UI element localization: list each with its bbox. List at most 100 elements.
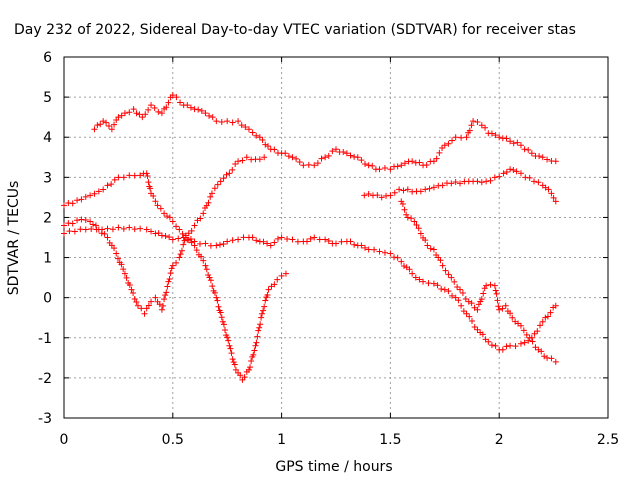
- data-point: [191, 242, 198, 249]
- data-point: [108, 181, 115, 188]
- data-point: [261, 154, 268, 161]
- data-point: [218, 314, 225, 321]
- data-point: [271, 281, 278, 288]
- data-point: [95, 188, 102, 195]
- data-point: [253, 237, 260, 244]
- data-point: [77, 226, 84, 233]
- data-point: [165, 278, 172, 285]
- data-point: [539, 154, 546, 161]
- y-tick-label: 4: [43, 130, 52, 146]
- data-point: [128, 286, 135, 293]
- data-point: [433, 155, 440, 162]
- data-point: [457, 180, 464, 187]
- data-point: [232, 160, 239, 167]
- data-point: [145, 302, 152, 309]
- data-point: [208, 190, 215, 197]
- data-point: [154, 202, 161, 209]
- data-point: [82, 216, 89, 223]
- data-point: [165, 99, 172, 106]
- data-point: [369, 162, 376, 169]
- data-point: [338, 238, 345, 245]
- data-point: [103, 119, 110, 126]
- data-point: [471, 323, 478, 330]
- data-point: [457, 286, 464, 293]
- data-point: [528, 150, 535, 157]
- data-point: [218, 119, 225, 126]
- data-point: [478, 122, 485, 129]
- data-point: [265, 286, 272, 293]
- data-point: [468, 300, 475, 307]
- data-point: [548, 190, 555, 197]
- data-point: [167, 270, 174, 277]
- data-point: [398, 258, 405, 265]
- data-point: [521, 339, 528, 346]
- series-sat-b: [61, 224, 559, 353]
- data-point: [200, 257, 207, 264]
- data-point: [111, 176, 118, 183]
- data-point: [358, 157, 365, 164]
- data-point: [267, 242, 274, 249]
- data-point: [195, 106, 202, 113]
- x-tick-label: 1.5: [379, 432, 401, 448]
- data-point: [358, 242, 365, 249]
- data-point: [538, 348, 545, 355]
- data-point: [434, 282, 441, 289]
- data-point: [225, 337, 232, 344]
- data-point: [394, 163, 401, 170]
- data-point: [205, 272, 212, 278]
- data-point: [401, 160, 408, 167]
- data-point: [261, 303, 268, 310]
- data-point: [156, 301, 163, 308]
- data-point: [220, 241, 227, 248]
- data-point: [91, 190, 98, 197]
- data-point: [296, 158, 303, 165]
- data-point: [177, 251, 184, 258]
- data-point: [148, 298, 155, 305]
- data-point: [503, 343, 510, 350]
- data-point: [229, 166, 236, 173]
- data-point: [126, 224, 133, 231]
- data-point: [164, 283, 171, 290]
- data-point: [376, 248, 383, 255]
- data-point: [98, 230, 105, 237]
- data-point: [400, 187, 407, 194]
- data-point: [155, 108, 162, 115]
- data-point: [213, 242, 220, 249]
- data-point: [525, 337, 532, 344]
- data-point: [351, 241, 358, 248]
- data-point: [82, 226, 89, 233]
- data-point: [445, 271, 452, 278]
- data-point: [499, 305, 506, 312]
- data-point: [550, 194, 557, 201]
- data-point: [510, 140, 517, 147]
- data-point: [152, 198, 159, 205]
- data-point: [303, 238, 310, 245]
- data-point: [460, 308, 467, 315]
- y-tick-label: 5: [43, 90, 52, 106]
- data-point: [325, 152, 332, 159]
- data-point: [91, 126, 98, 133]
- data-point: [510, 167, 517, 174]
- data-point: [470, 118, 477, 125]
- data-point: [193, 247, 200, 254]
- y-tick-label: -3: [38, 411, 52, 427]
- data-point: [422, 237, 429, 244]
- data-point: [448, 180, 455, 187]
- data-point: [417, 230, 424, 237]
- data-point: [526, 174, 533, 181]
- data-point: [163, 213, 170, 220]
- data-point: [391, 189, 398, 196]
- data-point: [316, 236, 323, 243]
- data-point: [289, 236, 296, 243]
- data-point: [118, 261, 125, 268]
- data-point: [134, 302, 141, 309]
- data-point: [227, 345, 234, 352]
- data-point: [131, 226, 138, 233]
- data-point: [534, 328, 541, 335]
- data-point: [458, 134, 465, 141]
- data-point: [483, 282, 490, 289]
- data-point: [430, 280, 437, 287]
- data-point: [121, 110, 128, 117]
- data-point: [198, 107, 205, 114]
- data-point: [495, 303, 502, 310]
